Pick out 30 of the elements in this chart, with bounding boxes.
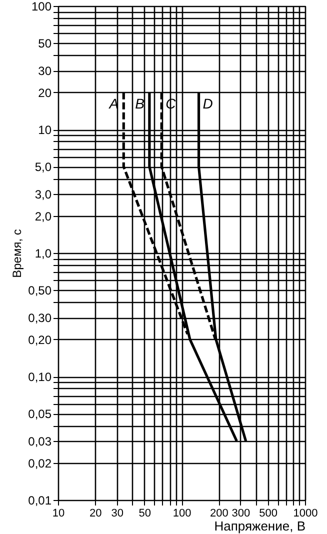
x-tick-label: 500: [259, 508, 278, 520]
y-tick-label: 0,05: [28, 407, 52, 422]
y-tick-label: 0,50: [28, 284, 52, 298]
y-tick-label: 3,0: [34, 188, 52, 202]
y-tick-label: 20: [38, 86, 52, 100]
x-tick-label: 50: [138, 508, 151, 520]
y-tick-label: 0,01: [28, 494, 52, 508]
y-tick-label: 100: [31, 0, 52, 14]
y-tick-label: 1,0: [34, 246, 52, 260]
x-tick-label: 200: [210, 508, 228, 520]
x-axis-title: Напряжение, В: [214, 518, 306, 534]
y-tick-label: 0,02: [28, 456, 52, 470]
x-tick-label: 1000: [293, 508, 318, 520]
y-tick-label: 0,10: [28, 370, 52, 384]
series-label: D: [202, 95, 213, 112]
y-tick-label: 0,20: [28, 332, 52, 347]
y-tick-label: 2,0: [34, 209, 52, 224]
y-axis-title: Время, с: [10, 229, 24, 278]
y-tick-label: 50: [38, 36, 52, 51]
x-tick-label: 30: [111, 508, 124, 520]
x-tick-label: 100: [172, 508, 192, 520]
y-tick-label: 0,30: [28, 311, 52, 326]
x-tick-label: 10: [52, 508, 65, 520]
y-tick-label: 5,0: [34, 160, 52, 174]
series-label: B: [135, 95, 144, 112]
y-tick-label: 10: [38, 123, 52, 137]
y-tick-label: 0,03: [28, 434, 52, 449]
x-tick-label: 300: [232, 508, 250, 520]
y-tick-label: 30: [38, 64, 52, 78]
x-tick-label: 20: [90, 508, 102, 520]
